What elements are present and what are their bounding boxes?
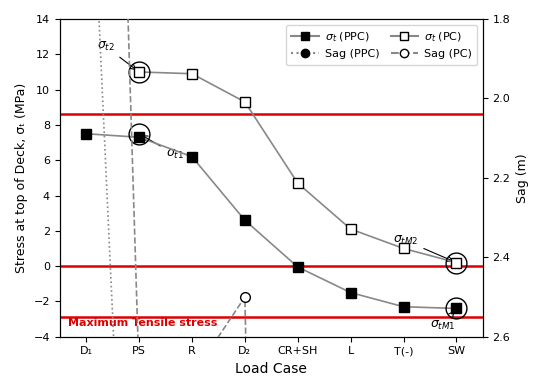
$\sigma_t$ (PC) (453, 260, 460, 265)
$\sigma_t$ (PC) (136, 70, 143, 74)
$\sigma_t$ (PPC) (400, 304, 407, 309)
$\sigma_t$ (PC) (242, 100, 248, 104)
$\sigma_t$ (PPC) (83, 131, 89, 136)
$\sigma_t$ (PC) (294, 181, 301, 185)
$\sigma_t$ (PPC) (294, 265, 301, 269)
Sag (PC) (242, 295, 248, 300)
Y-axis label: Sag (m): Sag (m) (516, 153, 529, 203)
Text: $\sigma_{t1}$: $\sigma_{t1}$ (143, 136, 184, 161)
Sag (PC) (189, 374, 195, 379)
$\sigma_t$ (PC) (348, 227, 354, 231)
Y-axis label: Stress at top of Deck, σₜ (MPa): Stress at top of Deck, σₜ (MPa) (15, 83, 28, 273)
Legend: $\sigma_t$ (PPC), Sag (PPC), $\sigma_t$ (PC), Sag (PC): $\sigma_t$ (PPC), Sag (PPC), $\sigma_t$ … (286, 25, 477, 65)
Line: Sag (PPC): Sag (PPC) (82, 0, 302, 391)
$\sigma_t$ (PPC) (242, 218, 248, 222)
Text: Maximum Tensile stress: Maximum Tensile stress (68, 318, 218, 328)
Line: Sag (PC): Sag (PC) (82, 0, 461, 391)
Text: $\sigma_{tM1}$: $\sigma_{tM1}$ (430, 312, 456, 332)
Line: $\sigma_t$ (PPC): $\sigma_t$ (PPC) (82, 129, 461, 313)
$\sigma_t$ (PPC) (189, 154, 195, 159)
$\sigma_t$ (PC) (400, 246, 407, 251)
Sag (PC) (136, 374, 143, 379)
X-axis label: Load Case: Load Case (236, 362, 307, 376)
Line: $\sigma_t$ (PC): $\sigma_t$ (PC) (134, 67, 461, 267)
$\sigma_t$ (PPC) (136, 135, 143, 140)
$\sigma_t$ (PPC) (453, 306, 460, 311)
$\sigma_t$ (PPC) (348, 290, 354, 295)
Text: $\sigma_{tM2}$: $\sigma_{tM2}$ (393, 234, 453, 261)
Text: $\sigma_{t2}$: $\sigma_{t2}$ (97, 40, 136, 70)
$\sigma_t$ (PC) (189, 72, 195, 76)
